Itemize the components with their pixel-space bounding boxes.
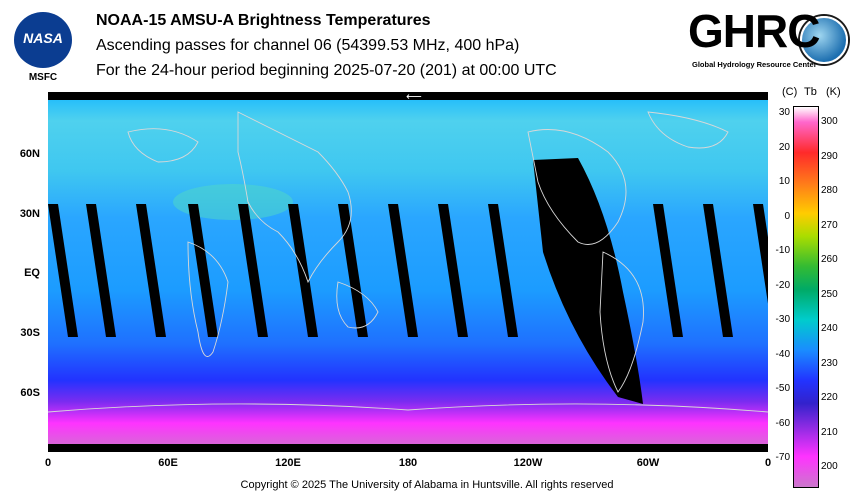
orbit-gap-strip	[388, 204, 418, 337]
colorbar-celsius-tick: 10	[778, 176, 790, 187]
nasa-logo	[14, 12, 72, 68]
copyright-notice: Copyright © 2025 The University of Alaba…	[240, 479, 614, 491]
dateline-arrow-icon: ⟵	[406, 92, 422, 103]
orbit-gap-strip	[188, 204, 218, 337]
colorbar-celsius-tick: 0	[784, 210, 790, 222]
nasa-logo-text: NASA	[23, 30, 63, 46]
orbit-gap-strip	[136, 204, 166, 337]
coastlines	[48, 111, 768, 413]
ghrc-logo: GHRC	[688, 5, 820, 57]
colorbar-kelvin-tick: 220	[821, 392, 838, 403]
lon-label-120e: 120E	[275, 457, 301, 469]
colorbar-celsius-tick: 20	[778, 141, 790, 153]
ghrc-caption: Global Hydrology Resource Center	[692, 60, 817, 69]
chart-title: NOAA-15 AMSU-A Brightness Temperatures	[96, 12, 431, 29]
lat-label-60n: 60N	[19, 148, 40, 160]
colorbar-celsius-tick: -70	[775, 452, 790, 463]
lat-label-eq: EQ	[24, 267, 40, 279]
colorbar-kelvin-tick: 280	[821, 185, 838, 196]
orbit-gap-strip	[438, 204, 468, 337]
orbit-gap-strip	[288, 204, 318, 337]
colorbar-kelvin-tick: 270	[821, 219, 838, 231]
lat-label-30s: 30S	[20, 327, 40, 339]
top-nodata-band	[48, 92, 768, 100]
orbit-gap-strip	[653, 204, 683, 337]
brightness-temperature-map: ⟵	[48, 92, 768, 452]
orbit-gap-strip	[86, 204, 116, 337]
colorbar-celsius-tick: 30	[778, 107, 790, 118]
colorbar-unit-tb: Tb	[804, 86, 817, 98]
colorbar-unit-k: (K)	[826, 86, 841, 98]
lon-label-0-east: 0	[764, 457, 772, 469]
colorbar-celsius-tick: -50	[775, 383, 790, 394]
colorbar-celsius-tick: -20	[775, 279, 790, 291]
lat-label-30n: 30N	[19, 208, 40, 220]
lon-label-60w: 60W	[636, 457, 660, 469]
colorbar-celsius-tick: -10	[775, 245, 790, 256]
colorbar-kelvin-tick: 260	[821, 254, 838, 265]
orbit-gap-strip	[488, 204, 518, 337]
bottom-nodata-band	[48, 444, 768, 452]
period-description: For the 24-hour period beginning 2025-07…	[96, 62, 557, 79]
lon-label-0: 0	[44, 457, 52, 469]
colorbar-kelvin-tick: 230	[821, 357, 838, 369]
orbit-gap-strip	[338, 204, 368, 337]
lat-label-60s: 60S	[20, 387, 40, 399]
colorbar-celsius-tick: -60	[775, 417, 790, 429]
orbit-gap-strip	[48, 204, 78, 337]
lon-label-180: 180	[398, 457, 418, 469]
colorbar-kelvin-tick: 200	[821, 461, 838, 472]
orbit-gap-strip	[703, 204, 733, 337]
colorbar-celsius-tick: -30	[775, 314, 790, 325]
orbit-gaps	[48, 204, 768, 337]
ghrc-globe-icon	[800, 16, 848, 64]
colorbar-celsius-tick: -40	[775, 348, 790, 360]
colorbar-kelvin-tick: 300	[821, 116, 838, 127]
colorbar-kelvin-tick: 240	[821, 323, 838, 334]
chart-subtitle: Ascending passes for channel 06 (54399.5…	[96, 37, 520, 54]
colorbar-kelvin-tick: 210	[821, 426, 838, 438]
msfc-label: MSFC	[28, 72, 58, 83]
colorbar-kelvin-tick: 250	[821, 288, 838, 300]
orbit-gap-strip	[753, 204, 768, 304]
lon-label-120w: 120W	[513, 457, 543, 469]
colorbar-unit-c: (C)	[782, 86, 798, 98]
colorbar	[793, 106, 819, 488]
lon-label-60e: 60E	[158, 457, 178, 469]
orbit-gap-strip	[238, 204, 268, 337]
colorbar-kelvin-tick: 290	[821, 150, 838, 162]
large-gap-americas	[533, 158, 643, 404]
warm-region-asia	[173, 184, 293, 220]
